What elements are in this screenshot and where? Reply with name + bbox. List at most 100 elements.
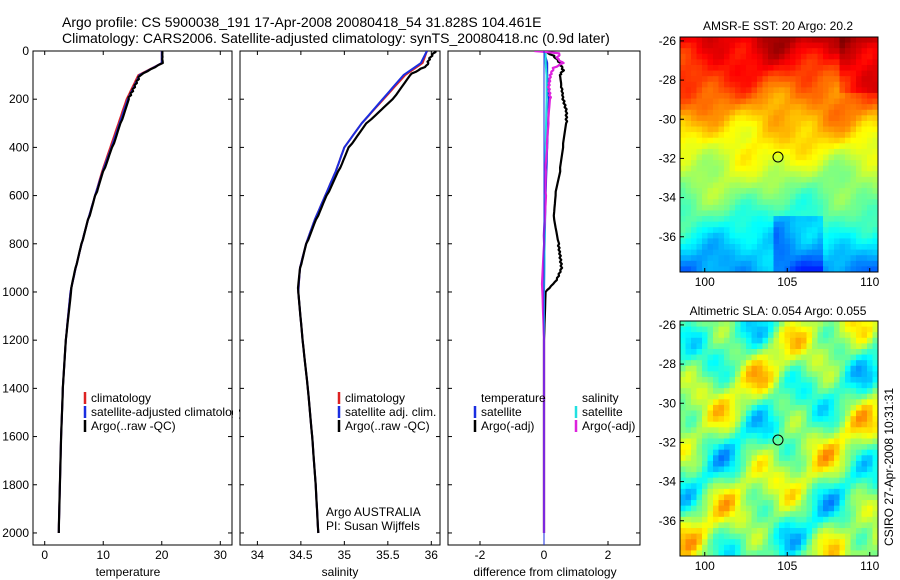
heatmap-cell	[834, 483, 841, 490]
heatmap-cell	[707, 449, 714, 456]
heatmap-cell	[872, 87, 878, 94]
heatmap-cell	[762, 165, 769, 172]
heatmap-cell	[762, 477, 769, 484]
heatmap-cell	[735, 210, 742, 217]
heatmap-cell	[856, 500, 863, 507]
heatmap-cell	[751, 165, 758, 172]
heatmap-cell	[773, 193, 780, 200]
heatmap-cell	[751, 460, 758, 468]
heatmap-cell	[762, 337, 769, 344]
heatmap-cell	[834, 148, 841, 156]
heatmap-cell	[718, 399, 725, 406]
salinity-lines	[296, 51, 437, 534]
heatmap-cell	[746, 444, 753, 451]
heatmap-cell	[839, 432, 846, 440]
heatmap-cell	[702, 193, 709, 200]
heatmap-cell	[850, 449, 857, 456]
heatmap-cell	[707, 59, 714, 66]
heatmap-cell	[823, 337, 830, 344]
heatmap-cell	[757, 232, 764, 240]
heatmap-cell	[680, 70, 687, 77]
heatmap-cell	[834, 53, 841, 60]
heatmap-cell	[790, 188, 797, 195]
heatmap-cell	[724, 210, 731, 217]
heatmap-cell	[724, 399, 731, 406]
heatmap-cell	[872, 120, 878, 128]
heatmap-cell	[790, 511, 797, 518]
heatmap-cell	[707, 500, 714, 507]
heatmap-cell	[790, 64, 797, 72]
heatmap-cell	[746, 249, 753, 256]
heatmap-cell	[779, 171, 786, 178]
heatmap-cell	[735, 388, 742, 395]
heatmap-cell	[828, 260, 835, 268]
heatmap-cell	[867, 539, 874, 546]
heatmap-cell	[773, 53, 780, 60]
heatmap-cell	[823, 249, 830, 256]
legend-label-sal-argo: Argo(-adj)	[582, 419, 635, 433]
heatmap-cell	[751, 432, 758, 440]
heatmap-cell	[806, 511, 813, 518]
heatmap-cell	[861, 444, 868, 451]
heatmap-cell	[751, 204, 758, 212]
heatmap-cell	[861, 87, 868, 94]
heatmap-cell	[795, 176, 802, 184]
temperature-lines	[57, 51, 164, 534]
heatmap-cell	[856, 505, 863, 512]
heatmap-cell	[801, 137, 808, 144]
heatmap-cell	[828, 528, 835, 535]
heatmap-cell	[735, 143, 742, 150]
heatmap-cell	[685, 488, 692, 496]
heatmap-cell	[801, 255, 808, 262]
heatmap-cell	[746, 210, 753, 217]
heatmap-cell	[696, 321, 703, 328]
heatmap-cell	[839, 188, 846, 195]
heatmap-cell	[702, 137, 709, 144]
heatmap-cell	[812, 126, 819, 133]
heatmap-cell	[729, 216, 736, 223]
sst-map-frame	[679, 36, 879, 273]
heatmap-cell	[817, 238, 824, 245]
heatmap-cell	[691, 348, 698, 356]
heatmap-cell	[812, 48, 819, 55]
heatmap-cell	[685, 444, 692, 451]
heatmap-cell	[861, 238, 868, 245]
heatmap-cell	[746, 466, 753, 473]
heatmap-cell	[839, 53, 846, 60]
heatmap-cell	[872, 115, 878, 122]
heatmap-cell	[762, 70, 769, 77]
heatmap-cell	[867, 427, 874, 434]
salinity-legend: climatology satellite adj. clim. Argo(..…	[337, 391, 436, 433]
heatmap-cell	[790, 516, 797, 524]
heatmap-cell	[790, 421, 797, 428]
heatmap-cell	[768, 376, 775, 384]
heatmap-cell	[724, 109, 731, 116]
heatmap-cell	[795, 399, 802, 406]
heatmap-cell	[861, 120, 868, 128]
heatmap-cell	[707, 176, 714, 184]
heatmap-cell	[801, 337, 808, 344]
heatmap-cell	[702, 466, 709, 473]
heatmap-cell	[850, 154, 857, 161]
heatmap-cell	[839, 421, 846, 428]
heatmap-cell	[784, 337, 791, 344]
heatmap-cell	[817, 182, 824, 189]
heatmap-cell	[773, 544, 780, 552]
heatmap-cell	[834, 332, 841, 339]
heatmap-cell	[685, 160, 692, 167]
heatmap-cell	[861, 321, 868, 328]
heatmap-cell	[740, 354, 747, 361]
heatmap-cell	[867, 115, 874, 122]
heatmap-cell	[872, 533, 878, 540]
heatmap-cell	[680, 210, 687, 217]
heatmap-cell	[817, 249, 824, 256]
heatmap-cell	[828, 98, 835, 105]
heatmap-cell	[784, 483, 791, 490]
heatmap-cell	[713, 410, 720, 417]
heatmap-cell	[757, 360, 764, 367]
heatmap-cell	[718, 249, 725, 256]
heatmap-cell	[757, 92, 764, 100]
heatmap-cell	[834, 104, 841, 111]
heatmap-cell	[680, 348, 687, 356]
heatmap-cell	[718, 533, 725, 540]
